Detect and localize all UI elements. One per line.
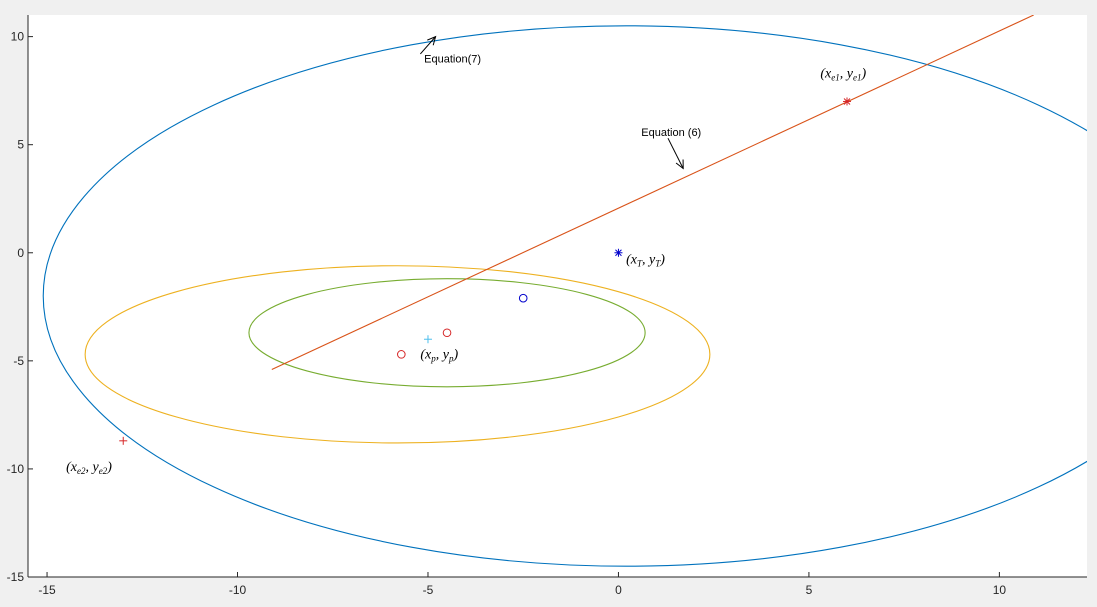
marker-circle-red-1 — [442, 328, 452, 338]
y-tick-label: 0 — [17, 246, 24, 260]
axes: -15 -10 -5 0 5 10 10 5 0 -5 -10 -15 — [7, 15, 1087, 597]
plot-content — [42, 15, 1087, 567]
label-xe2: (xe2, ye2) — [66, 460, 112, 476]
series-line — [271, 15, 1034, 370]
y-tick-label: -5 — [13, 354, 24, 368]
equation-7-arrow — [419, 36, 436, 55]
label-xt: (xT, yT) — [626, 253, 665, 269]
equation-6: Equation (6) — [641, 127, 701, 170]
equation-7-arrowhead — [427, 35, 437, 46]
ellipse-green — [248, 278, 646, 388]
equation-6-arrow — [667, 137, 684, 169]
marker-xT — [614, 248, 623, 257]
x-tick-label: -5 — [423, 583, 434, 597]
marker-xe2 — [119, 436, 128, 445]
label-xp: (xp, yp) — [420, 348, 458, 364]
equation-6-arrowhead — [675, 159, 684, 170]
x-tick-label: -10 — [229, 583, 247, 597]
ellipse-yellow — [84, 265, 711, 444]
marker-circle-blue — [518, 293, 528, 303]
y-tick-label: -15 — [7, 570, 25, 584]
x-tick-label: 0 — [615, 583, 622, 597]
ellipse-big — [42, 25, 1087, 567]
equation-6-label: Equation (6) — [641, 127, 701, 139]
y-tick-label: 10 — [11, 30, 25, 44]
marker-xe1 — [843, 97, 852, 106]
equation-7: Equation(7) — [419, 35, 481, 66]
equation-7-label: Equation(7) — [424, 54, 481, 66]
plot-area — [28, 15, 1087, 577]
x-tick-label: -15 — [38, 583, 56, 597]
y-tick-label: -10 — [7, 462, 25, 476]
marker-xp — [423, 335, 432, 344]
x-tick-label: 5 — [806, 583, 813, 597]
x-tick-label: 10 — [993, 583, 1007, 597]
marker-circle-red-2 — [397, 350, 406, 359]
label-xe1: (xe1, ye1) — [820, 67, 866, 83]
y-tick-label: 5 — [17, 138, 24, 152]
